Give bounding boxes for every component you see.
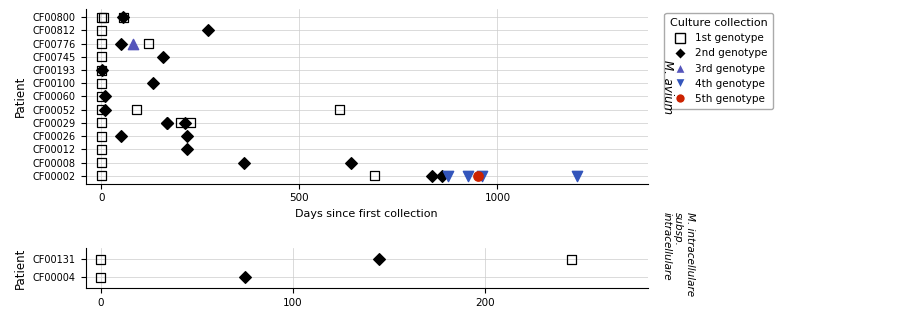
- Point: [94, 68, 109, 73]
- Point: [146, 81, 160, 86]
- Point: [141, 41, 156, 46]
- Point: [435, 173, 449, 178]
- Point: [156, 54, 170, 59]
- Point: [179, 147, 194, 152]
- Point: [441, 173, 455, 178]
- Point: [177, 120, 192, 125]
- Point: [94, 275, 108, 280]
- Point: [94, 94, 109, 99]
- Point: [94, 41, 109, 46]
- Point: [174, 120, 188, 125]
- Point: [114, 41, 129, 46]
- Point: [425, 173, 439, 178]
- Point: [126, 41, 140, 46]
- Point: [94, 147, 109, 152]
- Point: [184, 120, 198, 125]
- Point: [114, 134, 129, 139]
- Text: M. intracellulare
subsp.
intracellulare: M. intracellulare subsp. intracellulare: [662, 212, 695, 296]
- Point: [160, 120, 175, 125]
- Point: [474, 173, 489, 178]
- Point: [201, 28, 215, 33]
- Point: [372, 257, 386, 262]
- Point: [332, 107, 347, 112]
- Text: M. avium: M. avium: [662, 60, 674, 114]
- Point: [238, 275, 252, 280]
- Point: [471, 173, 485, 178]
- Y-axis label: Patient: Patient: [14, 76, 27, 117]
- Point: [564, 257, 579, 262]
- Point: [116, 15, 130, 20]
- Point: [159, 120, 174, 125]
- Point: [179, 134, 194, 139]
- Point: [94, 134, 109, 139]
- X-axis label: Days since first collection: Days since first collection: [295, 209, 438, 219]
- Point: [461, 173, 475, 178]
- Y-axis label: Patient: Patient: [14, 247, 27, 289]
- Point: [98, 107, 112, 112]
- Point: [94, 15, 109, 20]
- Point: [344, 160, 358, 165]
- Point: [94, 107, 109, 112]
- Point: [94, 54, 109, 59]
- Point: [94, 28, 109, 33]
- Point: [367, 173, 382, 178]
- Point: [570, 173, 584, 178]
- Point: [237, 160, 251, 165]
- Point: [96, 15, 111, 20]
- Point: [94, 68, 109, 73]
- Point: [94, 120, 109, 125]
- Point: [98, 94, 112, 99]
- Point: [116, 15, 130, 20]
- Legend: 1st genotype, 2nd genotype, 3rd genotype, 4th genotype, 5th genotype: 1st genotype, 2nd genotype, 3rd genotype…: [664, 13, 772, 109]
- Point: [94, 81, 109, 86]
- Point: [94, 257, 108, 262]
- Point: [94, 160, 109, 165]
- Point: [94, 173, 109, 178]
- Point: [130, 107, 144, 112]
